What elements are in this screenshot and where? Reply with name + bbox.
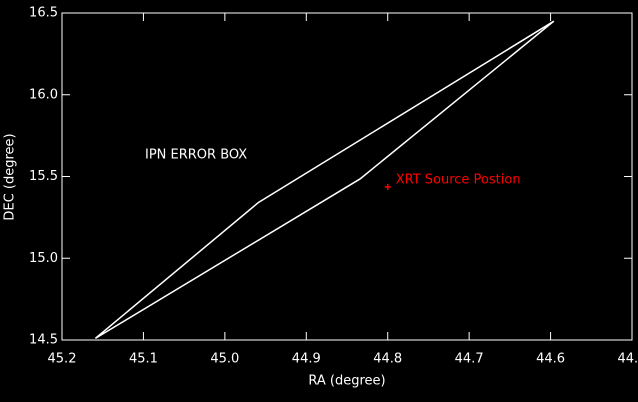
y-tick-label: 14.5 <box>29 333 58 348</box>
x-tick-label: 44.7 <box>455 352 484 367</box>
x-tick-label: 44.6 <box>536 352 565 367</box>
y-axis-label: DEC (degree) <box>3 133 18 220</box>
xrt-marker <box>384 183 391 190</box>
x-tick-label: 44.8 <box>373 352 402 367</box>
x-tick-label: 45.0 <box>210 352 239 367</box>
x-tick-label: 44.9 <box>292 352 321 367</box>
annotation: IPN ERROR BOX <box>145 148 247 163</box>
x-tick-label: 44.5 <box>618 352 638 367</box>
point-label: XRT Source Postion <box>396 172 521 187</box>
y-tick-label: 15.0 <box>29 251 58 266</box>
x-tick-label: 45.1 <box>129 352 158 367</box>
y-tick-label: 16.5 <box>29 6 58 21</box>
y-tick-label: 15.5 <box>29 169 58 184</box>
y-tick-label: 16.0 <box>29 87 58 102</box>
x-axis-label: RA (degree) <box>308 374 385 389</box>
x-tick-label: 45.2 <box>48 352 77 367</box>
error-box <box>94 20 555 340</box>
